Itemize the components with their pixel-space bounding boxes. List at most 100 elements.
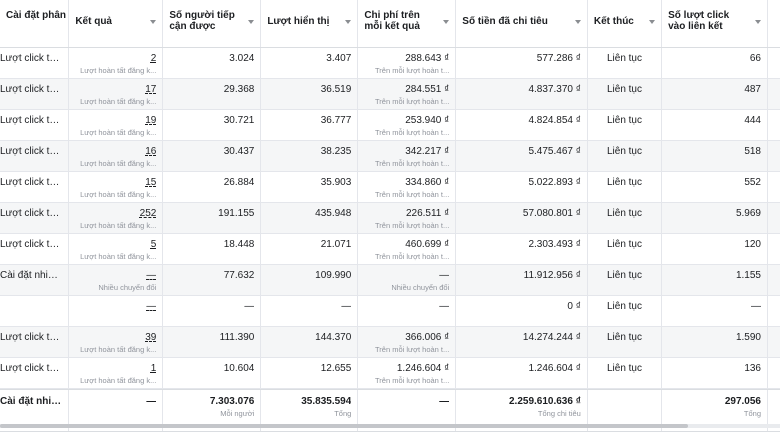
cell-link-clicks: 487 (662, 79, 768, 109)
cell-attribution: Lượt click tro... (0, 358, 70, 388)
cell-ends: Liên tục (588, 141, 663, 171)
cell-link-clicks: 136 (662, 358, 768, 388)
table-row[interactable]: Lượt click tro... 1 Lượt hoàn tất đăng k..… (0, 358, 780, 389)
col-header-link-clicks[interactable]: Số lượt click vào liên kết (662, 0, 768, 47)
results-link[interactable]: 5 (150, 239, 157, 250)
cell-reach: 29.368 (163, 79, 262, 109)
cell-cost-per-result: 460.699 ₫ Trên mỗi lượt hoàn t... (358, 234, 457, 264)
cell-cost-per-result: — (358, 296, 457, 326)
cell-ends: Liên tục (588, 203, 663, 233)
sort-icon[interactable] (248, 20, 255, 24)
horizontal-scrollbar[interactable] (0, 424, 780, 428)
table-row[interactable]: Lượt click tro... 39 Lượt hoàn tất đăng k.… (0, 327, 780, 358)
total-cost-per-result: — (358, 390, 457, 431)
cell-cost-per-result: 334.860 ₫ Trên mỗi lượt hoàn t... (358, 172, 457, 202)
cell-reach: 30.721 (163, 110, 262, 140)
cell-link-clicks: 518 (662, 141, 768, 171)
sort-icon[interactable] (755, 20, 761, 24)
cell-link-clicks: 444 (662, 110, 768, 140)
results-link[interactable]: 39 (145, 332, 157, 343)
cell-attribution: Cài đặt nhiều ... (0, 265, 70, 295)
cell-ends: Liên tục (588, 296, 663, 326)
scrollbar-thumb[interactable] (0, 424, 688, 428)
col-header-results[interactable]: Kết quả (69, 0, 164, 47)
results-link[interactable]: 2 (150, 53, 157, 64)
table-row[interactable]: Lượt click tro... 17 Lượt hoàn tất đăng k.… (0, 79, 780, 110)
cell-attribution: Lượt click tro... (0, 48, 70, 78)
table-row[interactable]: Lượt click tro... 5 Lượt hoàn tất đăng k..… (0, 234, 780, 265)
cell-reach: 10.604 (163, 358, 262, 388)
table-header: Cài đặt phân bổ Kết quả Số người tiếp cậ… (0, 0, 780, 48)
total-amount-spent: 2.259.610.636 ₫ Tổng chi tiêu (456, 390, 588, 431)
cell-reach: — (163, 296, 262, 326)
cell-impressions: 21.071 (261, 234, 359, 264)
table-row[interactable]: Lượt click tro... 2 Lượt hoàn tất đăng k..… (0, 48, 780, 79)
cell-reach: 18.448 (163, 234, 262, 264)
results-link[interactable]: 19 (145, 115, 157, 126)
cell-amount-spent: 577.286 ₫ (456, 48, 588, 78)
table-row[interactable]: Lượt click tro... 252 Lượt hoàn tất đăng k… (0, 203, 780, 234)
table-row[interactable]: Cài đặt nhiều ...—Nhiều chuyển đổi77.632… (0, 265, 780, 296)
table-body: Lượt click tro... 2 Lượt hoàn tất đăng k..… (0, 48, 780, 389)
cell-results: 15 Lượt hoàn tất đăng k... (69, 172, 164, 202)
cell-amount-spent: 0 ₫ (456, 296, 588, 326)
cell-impressions: 36.777 (261, 110, 359, 140)
cell-attribution: Lượt click tro... (0, 79, 70, 109)
sort-icon[interactable] (574, 20, 581, 24)
cell-reach: 30.437 (163, 141, 262, 171)
col-header-amount-spent[interactable]: Số tiền đã chi tiêu (456, 0, 588, 47)
table-row[interactable]: Lượt click tro... 16 Lượt hoàn tất đăng k.… (0, 141, 780, 172)
cell-impressions: 38.235 (261, 141, 359, 171)
results-link[interactable]: — (146, 270, 157, 281)
cell-results: 5 Lượt hoàn tất đăng k... (69, 234, 164, 264)
total-attribution: Cài đặt nhiều t... (0, 390, 70, 431)
cell-attribution: Lượt click tro... (0, 234, 70, 264)
cell-cost-per-result: 342.217 ₫ Trên mỗi lượt hoàn t... (358, 141, 457, 171)
total-link-clicks: 297.056 Tổng (662, 390, 768, 431)
table-row[interactable]: Lượt click tro... 15 Lượt hoàn tất đăng k.… (0, 172, 780, 203)
cell-reach: 77.632 (163, 265, 262, 295)
col-header-cost-per-result[interactable]: Chi phí trên mỗi kết quả (358, 0, 457, 47)
table-row[interactable]: Lượt click tro... 19 Lượt hoàn tất đăng k.… (0, 110, 780, 141)
table-row[interactable]: — — — —0 ₫ Liên tục — (0, 296, 780, 327)
cell-amount-spent: 4.824.854 ₫ (456, 110, 588, 140)
sort-icon[interactable] (150, 20, 157, 24)
col-header-impressions[interactable]: Lượt hiển thị (261, 0, 359, 47)
sort-icon[interactable] (649, 20, 656, 24)
col-header-spacer (768, 0, 780, 47)
results-link[interactable]: 17 (145, 84, 157, 95)
cell-amount-spent: 4.837.370 ₫ (456, 79, 588, 109)
cell-amount-spent: 2.303.493 ₫ (456, 234, 588, 264)
results-link[interactable]: — (146, 301, 157, 312)
cell-ends: Liên tục (588, 265, 663, 295)
col-header-attribution[interactable]: Cài đặt phân bổ (0, 0, 70, 47)
cell-link-clicks: 1.155 (662, 265, 768, 295)
cell-results: 17 Lượt hoàn tất đăng k... (69, 79, 164, 109)
cell-results: 1 Lượt hoàn tất đăng k... (69, 358, 164, 388)
cell-ends: Liên tục (588, 48, 663, 78)
cell-amount-spent: 57.080.801 ₫ (456, 203, 588, 233)
cell-ends: Liên tục (588, 79, 663, 109)
cell-link-clicks: 552 (662, 172, 768, 202)
total-impressions: 35.835.594 Tổng (261, 390, 359, 431)
sort-icon[interactable] (443, 20, 450, 24)
cell-cost-per-result: 284.551 ₫ Trên mỗi lượt hoàn t... (358, 79, 457, 109)
cell-results: 2 Lượt hoàn tất đăng k... (69, 48, 164, 78)
results-link[interactable]: 15 (145, 177, 157, 188)
cell-cost-per-result: 366.006 ₫ Trên mỗi lượt hoàn t... (358, 327, 457, 357)
cell-impressions: 144.370 (261, 327, 359, 357)
cell-attribution: Lượt click tro... (0, 110, 70, 140)
cell-results: 252 Lượt hoàn tất đăng k... (69, 203, 164, 233)
cell-reach: 3.024 (163, 48, 262, 78)
cell-amount-spent: 11.912.956 ₫ (456, 265, 588, 295)
results-link[interactable]: 1 (150, 363, 157, 374)
col-header-reach[interactable]: Số người tiếp cận được (163, 0, 262, 47)
cell-ends: Liên tục (588, 327, 663, 357)
results-link[interactable]: 252 (139, 208, 157, 219)
col-header-ends[interactable]: Kết thúc (588, 0, 663, 47)
sort-icon[interactable] (345, 20, 352, 24)
results-link[interactable]: 16 (145, 146, 157, 157)
cell-attribution: Lượt click tro... (0, 172, 70, 202)
cell-ends: Liên tục (588, 110, 663, 140)
cell-ends: Liên tục (588, 172, 663, 202)
